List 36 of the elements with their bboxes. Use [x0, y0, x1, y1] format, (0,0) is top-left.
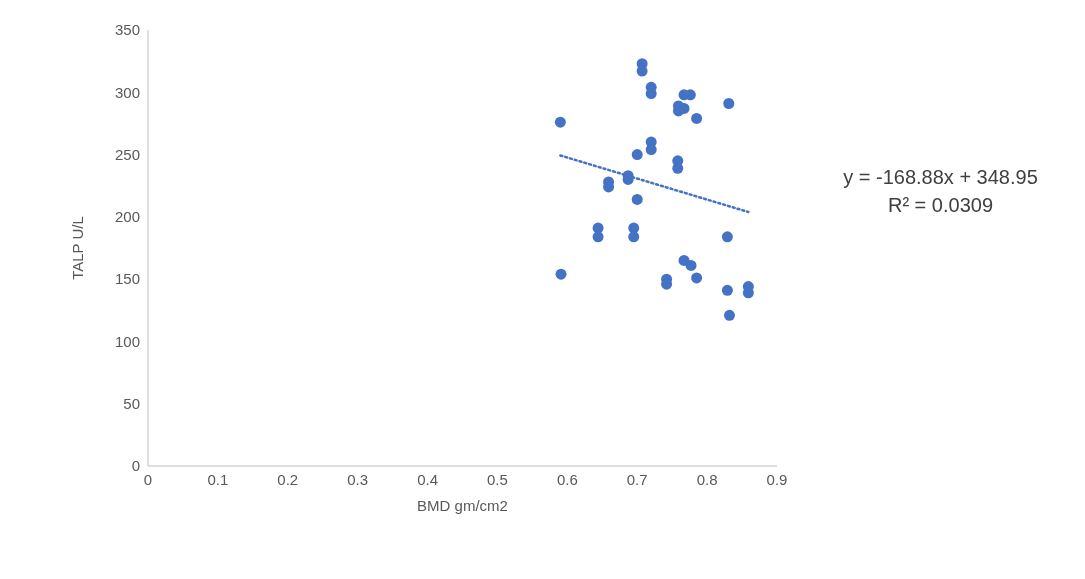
y-tick-label: 300: [114, 83, 140, 101]
x-tick-label: 0: [143, 470, 153, 488]
point: [555, 268, 567, 280]
text: R² = 0.0309: [886, 193, 995, 218]
x-axis-title: BMD gm/cm2: [417, 497, 508, 514]
x-tick-label: 0.5: [487, 470, 508, 488]
y-tick-label: 350: [114, 21, 140, 39]
x-tick-label: 0.3: [347, 470, 369, 488]
point: [721, 231, 733, 243]
text: y = -168.88x + 348.95: [842, 165, 1039, 190]
point: [631, 149, 643, 161]
y-tick-label: 0: [131, 457, 140, 475]
point: [554, 116, 566, 128]
y-tick-label: 150: [114, 270, 140, 288]
point: [723, 98, 735, 109]
point: [685, 259, 697, 271]
y-tick-label: 100: [114, 332, 140, 350]
x-tick-label: 0.9: [766, 470, 788, 488]
x-tick-label: 0.2: [277, 470, 299, 488]
point: [631, 193, 643, 205]
point: [592, 231, 604, 243]
point: [721, 284, 733, 296]
point: [723, 309, 735, 321]
point: [691, 272, 703, 284]
x-tick-label: 0.7: [626, 470, 648, 488]
y-tick-label: 250: [114, 145, 140, 163]
y-tick-label: 200: [114, 208, 140, 226]
y-tick-label: 50: [123, 395, 140, 413]
x-tick-label: 0.6: [556, 470, 578, 488]
point: [645, 144, 657, 156]
x-tick-label: 0.4: [417, 470, 438, 488]
y-axis-title: TALP U/L: [69, 216, 87, 280]
x-tick-label: 0.8: [696, 470, 718, 488]
point: [628, 231, 640, 243]
x-tick-label: 0.1: [207, 470, 229, 488]
point: [691, 112, 703, 124]
